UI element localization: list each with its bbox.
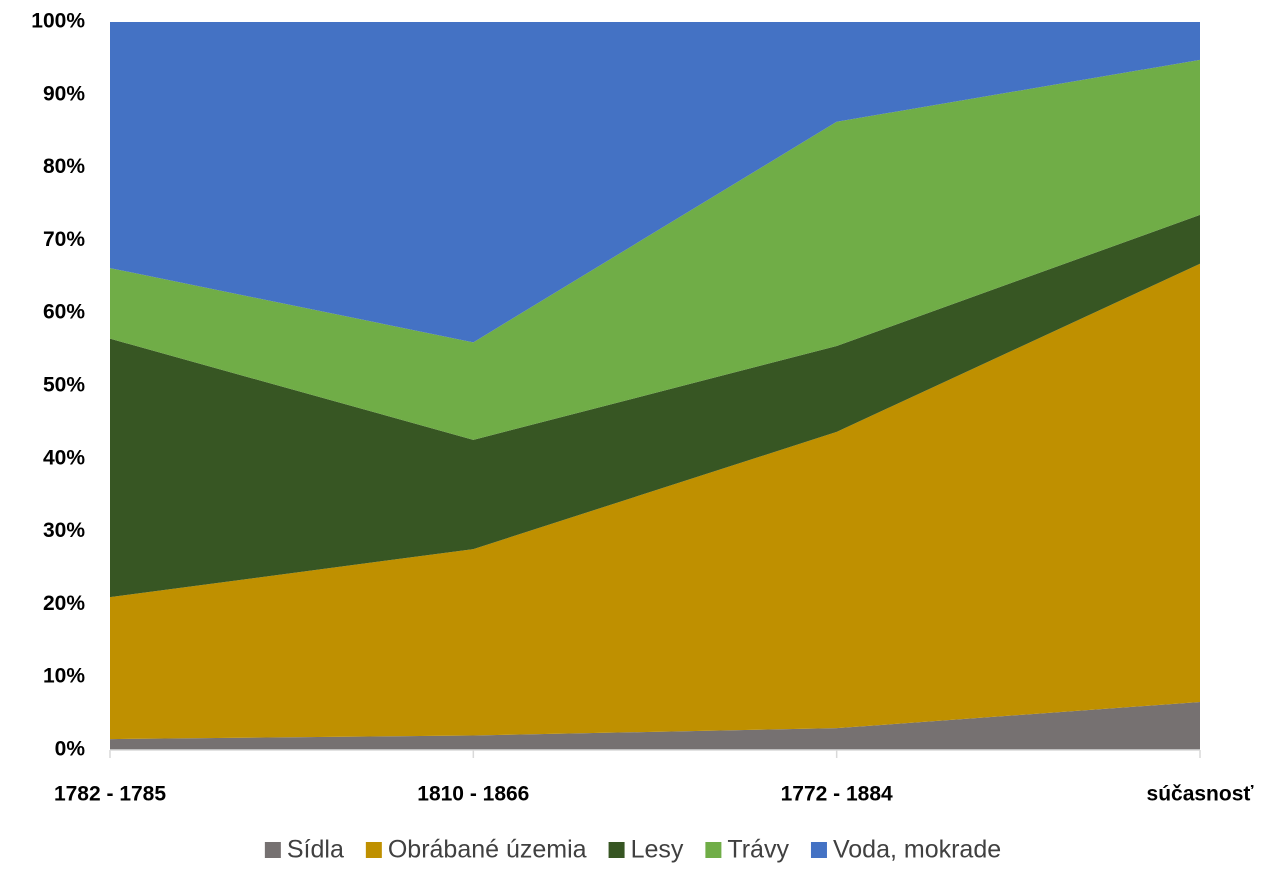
y-tick-label: 30% — [43, 519, 85, 542]
x-tick-label: 1810 - 1866 — [417, 783, 529, 806]
x-tick-label: súčasnosť — [1147, 783, 1255, 806]
y-tick-label: 90% — [43, 82, 85, 105]
y-tick-label: 10% — [43, 665, 85, 688]
y-tick-label: 20% — [43, 592, 85, 615]
x-tick-label: 1782 - 1785 — [54, 783, 166, 806]
legend-swatch — [264, 842, 281, 858]
legend-label: Lesy — [631, 836, 684, 864]
y-tick-label: 70% — [43, 228, 85, 251]
area — [110, 214, 1200, 598]
legend-label: Obrábané územia — [388, 836, 587, 864]
area — [110, 59, 1200, 440]
y-tick-label: 0% — [55, 738, 86, 761]
legend-label: Sídla — [287, 836, 344, 864]
y-tick-label: 80% — [43, 155, 85, 178]
legend-label: Voda, mokrade — [833, 836, 1001, 864]
y-tick-label: 100% — [31, 10, 85, 33]
x-tick-label: 1772 - 1884 — [781, 783, 893, 806]
legend-swatch — [608, 842, 625, 858]
y-tick-label: 40% — [43, 446, 85, 469]
y-tick-label: 50% — [43, 374, 85, 397]
area — [110, 701, 1200, 750]
area — [110, 263, 1200, 740]
legend-swatch — [365, 842, 382, 858]
area — [110, 22, 1200, 343]
legend-swatch — [705, 842, 722, 858]
y-tick-label: 60% — [43, 301, 85, 324]
legend-swatch — [810, 842, 827, 858]
legend-label: Trávy — [727, 836, 789, 864]
